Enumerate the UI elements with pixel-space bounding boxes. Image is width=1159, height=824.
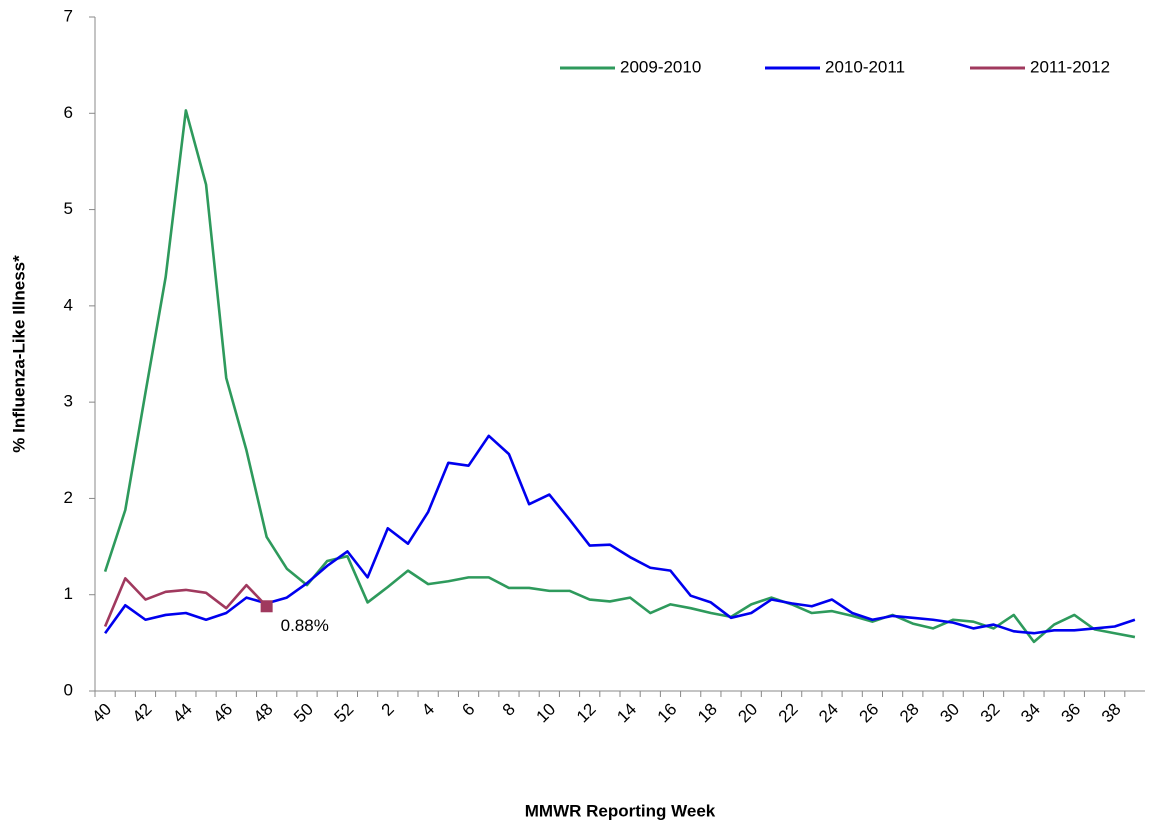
x-tick-label: 42 — [129, 700, 156, 727]
y-tick-label: 2 — [64, 488, 73, 507]
series-line — [103, 577, 268, 627]
x-tick-label: 48 — [250, 700, 277, 727]
y-tick-label: 5 — [64, 199, 73, 218]
x-tick-label: 8 — [499, 700, 519, 720]
x-tick-label: 14 — [613, 700, 640, 727]
x-tick-label: 12 — [573, 700, 600, 727]
x-tick-label: 28 — [896, 700, 923, 727]
x-axis-title: MMWR Reporting Week — [525, 801, 716, 820]
x-tick-label: 20 — [734, 700, 761, 727]
data-label: 0.88% — [281, 616, 329, 635]
x-tick-label: 22 — [775, 700, 802, 727]
x-tick-label: 6 — [458, 700, 478, 720]
x-tick-label: 2 — [378, 700, 398, 720]
x-tick-label: 38 — [1098, 700, 1125, 727]
y-tick-label: 4 — [64, 295, 73, 314]
y-tick-label: 0 — [64, 680, 73, 699]
x-tick-label: 26 — [856, 700, 883, 727]
x-tick-label: 52 — [331, 700, 358, 727]
x-tick-label: 40 — [88, 700, 115, 727]
x-tick-label: 32 — [977, 700, 1004, 727]
x-tick-label: 16 — [654, 700, 681, 727]
x-tick-label: 30 — [936, 700, 963, 727]
x-tick-label: 46 — [209, 700, 236, 727]
series-line — [104, 434, 1136, 635]
series-line — [103, 109, 1136, 644]
x-tick-label: 50 — [290, 700, 317, 727]
legend-label: 2010-2011 — [825, 57, 905, 76]
y-tick-label: 7 — [64, 6, 73, 25]
x-tick-label: 36 — [1058, 700, 1085, 727]
x-tick-label: 10 — [533, 700, 560, 727]
x-tick-label: 44 — [169, 700, 196, 727]
y-tick-label: 1 — [64, 584, 73, 603]
y-tick-label: 3 — [64, 392, 73, 411]
point-marker — [260, 600, 273, 613]
y-axis-title: % Influenza-Like Illness* — [9, 255, 28, 453]
legend-label: 2011-2012 — [1030, 57, 1110, 76]
x-tick-label: 24 — [815, 700, 842, 727]
x-tick-label: 18 — [694, 700, 721, 727]
legend-label: 2009-2010 — [620, 57, 701, 76]
x-tick-label: 34 — [1017, 700, 1044, 727]
x-tick-label: 4 — [418, 700, 438, 720]
y-tick-label: 6 — [64, 103, 73, 122]
